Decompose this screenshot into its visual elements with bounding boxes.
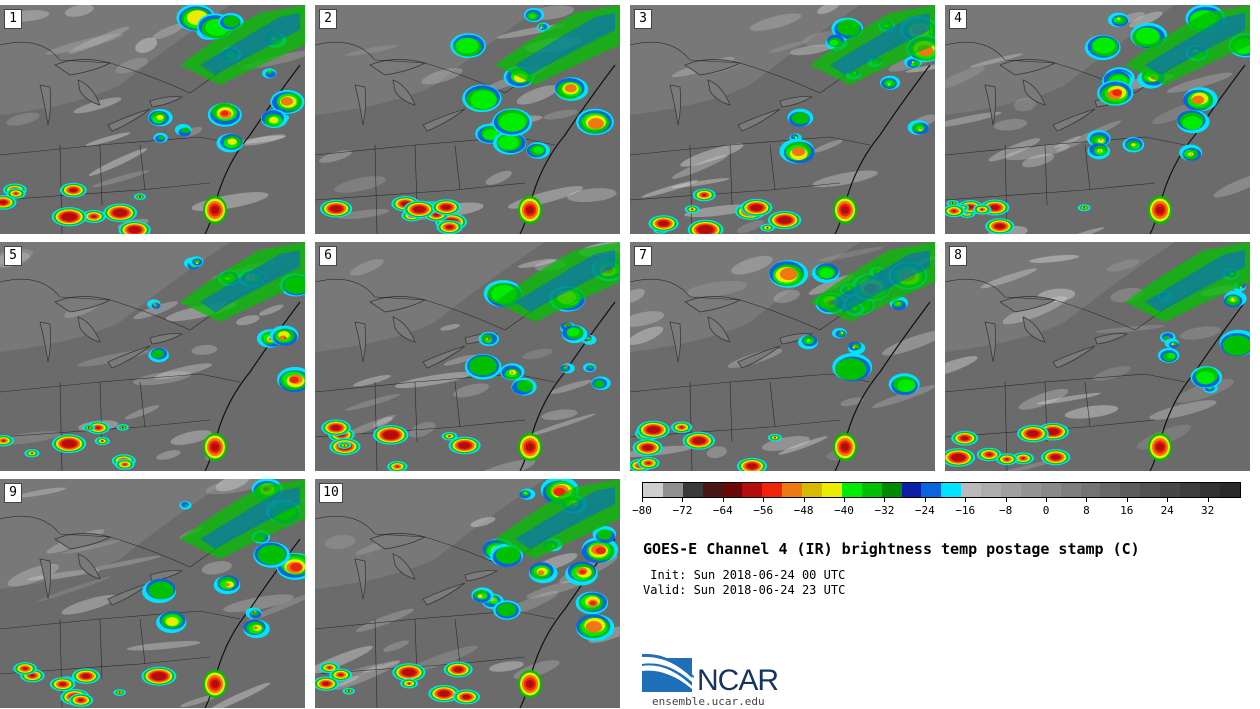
ensemble-panel: 6 xyxy=(315,242,620,471)
colorbar-tick-label: −16 xyxy=(955,504,976,517)
colorbar-swatch xyxy=(722,483,743,497)
colorbar-swatch xyxy=(1219,483,1240,497)
ensemble-panel: 4 xyxy=(945,5,1250,234)
ensemble-panel: 10 xyxy=(315,479,620,708)
colorbar-swatch xyxy=(1080,483,1101,497)
colorbar-tick-mark xyxy=(844,497,845,502)
colorbar-swatch xyxy=(1001,483,1021,497)
colorbar-swatch xyxy=(861,483,882,497)
colorbar-tick-label: 8 xyxy=(1083,504,1090,517)
colorbar-tick-label: 0 xyxy=(1042,504,1050,517)
colorbar-swatch xyxy=(782,483,803,497)
page-title: GOES-E Channel 4 (IR) brightness temp po… xyxy=(643,540,1140,558)
colorbar-tick-label: −32 xyxy=(874,504,895,517)
colorbar-swatch xyxy=(1060,483,1081,497)
colorbar-ticks: −80 −72 −64 −56 −48 −40 −32 −24 −16 −8 0 8 16 24 32 xyxy=(632,497,1248,519)
colorbar-swatch xyxy=(1160,483,1181,497)
colorbar-swatch xyxy=(1100,483,1121,497)
colorbar-swatch xyxy=(643,483,663,497)
panel-number: 7 xyxy=(634,246,652,266)
satellite-map xyxy=(630,5,935,234)
panel-number: 9 xyxy=(4,483,22,503)
colorbar-tick-mark xyxy=(965,497,967,502)
satellite-map xyxy=(945,242,1250,471)
colorbar-swatch xyxy=(682,483,703,497)
colorbar-swatch xyxy=(742,483,763,497)
colorbar-swatch xyxy=(762,483,783,497)
colorbar-swatch xyxy=(1020,483,1041,497)
colorbar-swatch xyxy=(981,483,1002,497)
ncar-logo-icon xyxy=(642,653,694,692)
satellite-map xyxy=(0,479,305,708)
init-time: Init: Sun 2018-06-24 00 UTC xyxy=(643,568,846,582)
colorbar-swatch xyxy=(961,483,982,497)
colorbar-tick-mark xyxy=(1207,497,1209,502)
ensemble-panel: 3 xyxy=(630,5,935,234)
colorbar-tick-label: −72 xyxy=(672,504,693,517)
colorbar-tick-mark xyxy=(1046,497,1047,502)
colorbar-tick-mark xyxy=(1086,497,1088,502)
colorbar-tick-label: −64 xyxy=(712,504,733,517)
colorbar-swatch xyxy=(1040,483,1061,497)
panel-number: 4 xyxy=(949,9,967,29)
ensemble-panel: 2 xyxy=(315,5,620,234)
colorbar xyxy=(642,482,1241,498)
colorbar-swatch xyxy=(1199,483,1220,497)
colorbar-swatch xyxy=(881,483,902,497)
satellite-map xyxy=(0,5,305,234)
panel-number: 5 xyxy=(4,246,22,266)
colorbar-tick-mark xyxy=(682,497,684,502)
colorbar-tick-mark xyxy=(1126,497,1128,502)
colorbar-swatch xyxy=(1180,483,1200,497)
colorbar-tick-mark xyxy=(884,497,886,502)
colorbar-swatch xyxy=(941,483,962,497)
colorbar-swatch xyxy=(901,483,922,497)
colorbar-swatch xyxy=(921,483,942,497)
colorbar-tick-mark xyxy=(642,497,643,502)
colorbar-tick-label: −24 xyxy=(914,504,935,517)
colorbar-tick-mark xyxy=(803,497,805,502)
colorbar-tick-label: −80 xyxy=(632,504,652,517)
valid-time: Valid: Sun 2018-06-24 23 UTC xyxy=(643,583,846,597)
colorbar-tick-label: 24 xyxy=(1160,504,1174,517)
ensemble-panel: 8 xyxy=(945,242,1250,471)
ensemble-panel: 1 xyxy=(0,5,305,234)
colorbar-swatch xyxy=(702,483,723,497)
colorbar-tick-label: −56 xyxy=(753,504,774,517)
colorbar-tick-label: −48 xyxy=(793,504,814,517)
satellite-map xyxy=(315,242,620,471)
colorbar-swatch xyxy=(1120,483,1141,497)
ensemble-panel: 7 xyxy=(630,242,935,471)
colorbar-tick-mark xyxy=(924,497,926,502)
panel-number: 6 xyxy=(319,246,337,266)
ensemble-panel: 9 xyxy=(0,479,305,708)
panel-number: 8 xyxy=(949,246,967,266)
colorbar-tick-mark xyxy=(1005,497,1007,502)
ncar-logo-text: NCAR xyxy=(697,664,779,697)
colorbar-tick-label: −40 xyxy=(834,504,854,517)
satellite-map xyxy=(315,5,620,234)
colorbar-swatch xyxy=(841,483,862,497)
satellite-map xyxy=(630,242,935,471)
satellite-map xyxy=(0,242,305,471)
panel-number: 3 xyxy=(634,9,652,29)
colorbar-tick-mark xyxy=(722,497,724,502)
site-url: ensemble.ucar.edu xyxy=(652,695,765,708)
colorbar-tick-label: −8 xyxy=(998,504,1013,517)
colorbar-tick-label: 16 xyxy=(1120,504,1134,517)
colorbar-swatch xyxy=(822,483,842,497)
colorbar-tick-mark xyxy=(763,497,765,502)
colorbar-swatch xyxy=(1140,483,1161,497)
colorbar-tick-label: 32 xyxy=(1200,504,1215,517)
ensemble-panel: 5 xyxy=(0,242,305,471)
panel-number: 10 xyxy=(319,483,343,503)
satellite-map xyxy=(315,479,620,708)
colorbar-tick-mark xyxy=(1167,497,1169,502)
colorbar-swatch xyxy=(662,483,683,497)
panel-number: 2 xyxy=(319,9,337,29)
colorbar-swatch xyxy=(802,483,823,497)
panel-number: 1 xyxy=(4,9,22,29)
satellite-map xyxy=(945,5,1250,234)
